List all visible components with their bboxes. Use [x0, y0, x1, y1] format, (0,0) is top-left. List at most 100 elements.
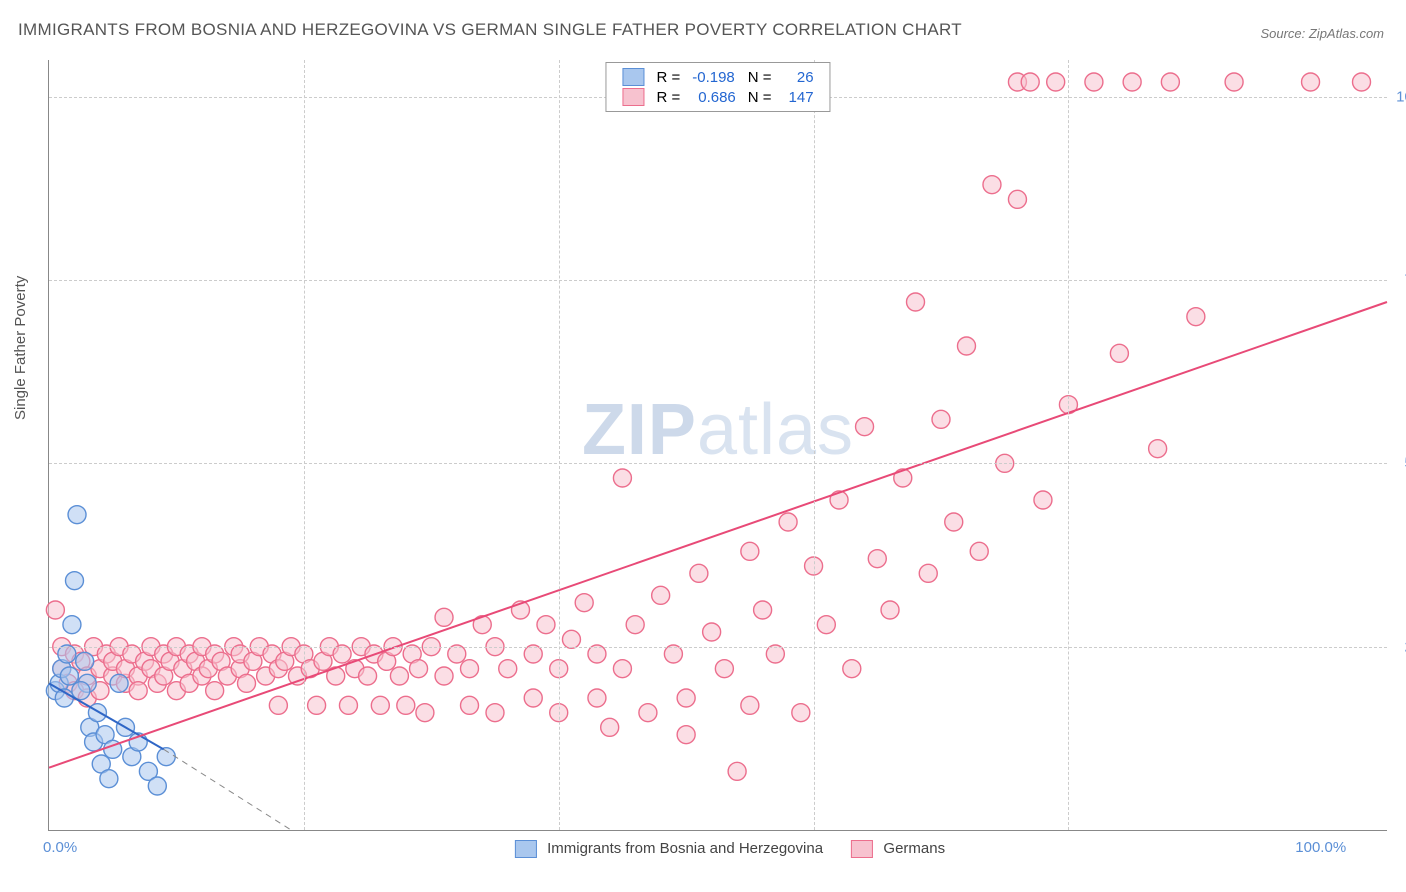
data-point-germans	[741, 696, 759, 714]
data-point-bosnia	[58, 645, 76, 663]
data-point-germans	[919, 564, 937, 582]
data-point-germans	[397, 696, 415, 714]
gridline-h	[49, 463, 1387, 464]
data-point-germans	[677, 689, 695, 707]
data-point-germans	[588, 645, 606, 663]
ytick-label: 75.0%	[1392, 272, 1406, 289]
swatch-germans-bottom	[851, 840, 873, 858]
data-point-germans	[129, 682, 147, 700]
source-attribution: Source: ZipAtlas.com	[1260, 26, 1384, 41]
data-point-germans	[601, 718, 619, 736]
xtick-label: 100.0%	[1295, 839, 1346, 856]
correlation-legend: R = -0.198 N = 26 R = 0.686 N = 147	[605, 62, 830, 112]
data-point-germans	[779, 513, 797, 531]
trend-extrapolation-bosnia	[164, 749, 291, 830]
swatch-bosnia	[622, 68, 644, 86]
data-point-germans	[626, 616, 644, 634]
n-label: N =	[742, 67, 778, 87]
data-point-germans	[339, 696, 357, 714]
data-point-germans	[575, 594, 593, 612]
data-point-germans	[1034, 491, 1052, 509]
data-point-germans	[461, 660, 479, 678]
data-point-germans	[448, 645, 466, 663]
ytick-label: 100.0%	[1392, 88, 1406, 105]
data-point-germans	[843, 660, 861, 678]
data-point-germans	[461, 696, 479, 714]
data-point-germans	[1302, 73, 1320, 91]
r-label: R =	[650, 67, 686, 87]
data-point-germans	[766, 645, 784, 663]
data-point-germans	[269, 696, 287, 714]
r-label: R =	[650, 87, 686, 107]
data-point-bosnia	[65, 572, 83, 590]
data-point-germans	[333, 645, 351, 663]
data-point-germans	[652, 586, 670, 604]
data-point-germans	[1353, 73, 1371, 91]
chart-title: IMMIGRANTS FROM BOSNIA AND HERZEGOVINA V…	[18, 20, 962, 40]
data-point-germans	[613, 660, 631, 678]
data-point-germans	[907, 293, 925, 311]
n-value-bosnia: 26	[778, 67, 820, 87]
data-point-germans	[715, 660, 733, 678]
data-point-germans	[856, 418, 874, 436]
data-point-germans	[46, 601, 64, 619]
data-point-germans	[206, 682, 224, 700]
data-point-bosnia	[148, 777, 166, 795]
data-point-bosnia	[88, 704, 106, 722]
data-point-bosnia	[76, 652, 94, 670]
data-point-germans	[416, 704, 434, 722]
data-point-germans	[1225, 73, 1243, 91]
data-point-germans	[677, 726, 695, 744]
data-point-bosnia	[68, 506, 86, 524]
n-label: N =	[742, 87, 778, 107]
data-point-germans	[308, 696, 326, 714]
data-point-germans	[983, 176, 1001, 194]
legend-row-bosnia: R = -0.198 N = 26	[616, 67, 819, 87]
gridline-v	[1068, 60, 1069, 830]
trend-line-germans	[49, 302, 1387, 768]
data-point-germans	[390, 667, 408, 685]
r-value-bosnia: -0.198	[686, 67, 742, 87]
gridline-h	[49, 647, 1387, 648]
data-point-germans	[703, 623, 721, 641]
scatter-svg	[49, 60, 1387, 830]
series-label-bosnia: Immigrants from Bosnia and Herzegovina	[547, 840, 823, 857]
data-point-germans	[435, 667, 453, 685]
data-point-germans	[639, 704, 657, 722]
gridline-v	[559, 60, 560, 830]
data-point-germans	[1161, 73, 1179, 91]
data-point-germans	[410, 660, 428, 678]
data-point-germans	[537, 616, 555, 634]
swatch-bosnia-bottom	[515, 840, 537, 858]
data-point-germans	[817, 616, 835, 634]
data-point-germans	[932, 410, 950, 428]
data-point-bosnia	[60, 667, 78, 685]
xtick-label: 0.0%	[43, 839, 77, 856]
n-value-germans: 147	[778, 87, 820, 107]
data-point-germans	[664, 645, 682, 663]
ytick-label: 50.0%	[1392, 455, 1406, 472]
data-point-germans	[957, 337, 975, 355]
data-point-germans	[1008, 190, 1026, 208]
data-point-germans	[499, 660, 517, 678]
data-point-germans	[562, 630, 580, 648]
data-point-bosnia	[110, 674, 128, 692]
data-point-germans	[588, 689, 606, 707]
series-label-germans: Germans	[883, 840, 945, 857]
data-point-germans	[1110, 344, 1128, 362]
data-point-germans	[1187, 308, 1205, 326]
data-point-germans	[435, 608, 453, 626]
data-point-germans	[238, 674, 256, 692]
data-point-germans	[945, 513, 963, 531]
data-point-germans	[970, 542, 988, 560]
plot-area: ZIPatlas R = -0.198 N = 26 R = 0.686 N =…	[48, 60, 1387, 831]
gridline-h	[49, 280, 1387, 281]
r-value-germans: 0.686	[686, 87, 742, 107]
y-axis-label: Single Father Poverty	[12, 276, 29, 420]
data-point-germans	[741, 542, 759, 560]
data-point-germans	[881, 601, 899, 619]
data-point-germans	[359, 667, 377, 685]
data-point-germans	[524, 689, 542, 707]
data-point-germans	[524, 645, 542, 663]
data-point-germans	[754, 601, 772, 619]
